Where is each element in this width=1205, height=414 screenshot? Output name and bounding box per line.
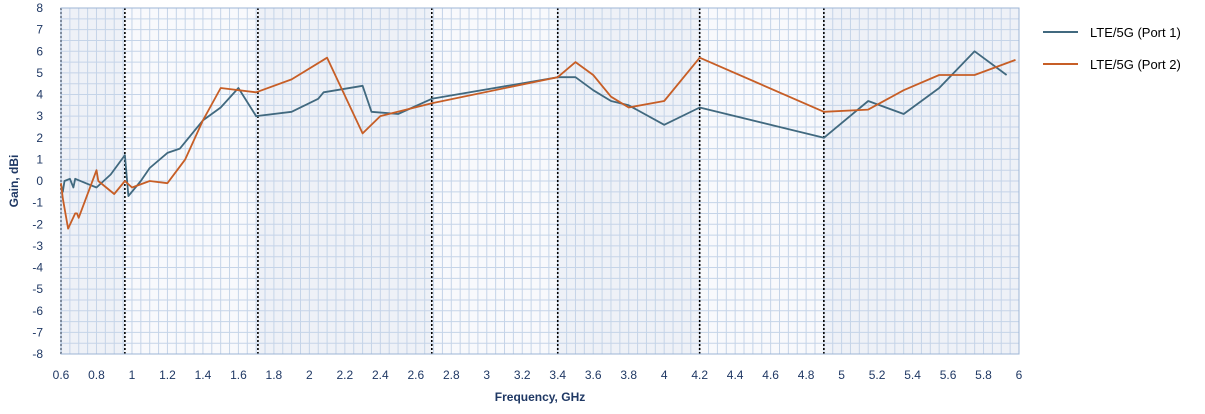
series-lines xyxy=(60,50,1016,230)
x-tick-label: 2 xyxy=(306,368,313,382)
plot-frame xyxy=(60,7,1020,355)
x-tick-label: 4.6 xyxy=(762,368,779,382)
y-tick-label: 3 xyxy=(36,109,43,123)
y-tick-label: -8 xyxy=(32,347,43,361)
x-tick-label: 4.8 xyxy=(798,368,815,382)
y-tick-label: 1 xyxy=(36,152,43,166)
series-line xyxy=(60,50,1008,198)
x-tick-label: 0.6 xyxy=(53,368,70,382)
legend: LTE/5G (Port 1) LTE/5G (Port 2) xyxy=(1043,25,1181,72)
x-tick-label: 1 xyxy=(129,368,136,382)
y-tick-label: 2 xyxy=(36,131,43,145)
plot-border xyxy=(60,7,1020,355)
x-tick-label: 2.6 xyxy=(407,368,424,382)
x-tick-label: 2.8 xyxy=(443,368,460,382)
y-tick-label: -6 xyxy=(32,304,43,318)
x-tick-label: 0.8 xyxy=(88,368,105,382)
x-axis-title: Frequency, GHz xyxy=(495,390,585,404)
x-tick-label: 1.6 xyxy=(230,368,247,382)
x-tick-label: 4 xyxy=(661,368,668,382)
x-tick-label: 1.2 xyxy=(159,368,176,382)
legend-label: LTE/5G (Port 1) xyxy=(1090,25,1181,40)
y-tick-label: 6 xyxy=(36,44,43,58)
x-tick-label: 5.6 xyxy=(940,368,957,382)
x-tick-labels: 0.6 0.8 1 1.2 1.4 1.6 1.8 2 2.2 2.4 2.6 2.8 3 3.2 3.4 3… xyxy=(53,368,1023,382)
legend-label: LTE/5G (Port 2) xyxy=(1090,57,1181,72)
x-tick-label: 1.8 xyxy=(266,368,283,382)
x-tick-label: 3.8 xyxy=(620,368,637,382)
x-tick-label: 5.8 xyxy=(975,368,992,382)
y-tick-label: -5 xyxy=(32,282,43,296)
y-tick-label: 4 xyxy=(36,88,43,102)
x-tick-label: 6 xyxy=(1016,368,1023,382)
x-tick-label: 1.4 xyxy=(195,368,212,382)
y-tick-label: 8 xyxy=(36,1,43,15)
y-tick-label: -4 xyxy=(32,261,43,275)
y-tick-labels: 8 7 6 5 4 3 2 1 0 -1 -2 -3 -4 -5 -6 -7 -8 xyxy=(32,1,43,361)
y-tick-label: 0 xyxy=(36,174,43,188)
y-tick-label: 7 xyxy=(36,23,43,37)
x-tick-label: 3.2 xyxy=(514,368,531,382)
x-tick-label: 3.4 xyxy=(549,368,566,382)
x-tick-label: 5.4 xyxy=(904,368,921,382)
x-tick-label: 4.4 xyxy=(727,368,744,382)
x-tick-label: 2.2 xyxy=(337,368,354,382)
x-tick-label: 3 xyxy=(483,368,490,382)
x-tick-label: 2.4 xyxy=(372,368,389,382)
x-tick-label: 3.6 xyxy=(585,368,602,382)
y-tick-label: -7 xyxy=(32,325,43,339)
x-tick-label: 5 xyxy=(838,368,845,382)
x-tick-label: 5.2 xyxy=(869,368,886,382)
y-tick-label: -2 xyxy=(32,217,43,231)
grid-lines xyxy=(60,7,1020,355)
x-tick-label: 4.2 xyxy=(691,368,708,382)
y-tick-label: 5 xyxy=(36,66,43,80)
series-line xyxy=(60,56,1016,230)
y-tick-label: -1 xyxy=(32,196,43,210)
y-tick-label: -3 xyxy=(32,239,43,253)
y-axis-title: Gain, dBi xyxy=(7,155,21,208)
